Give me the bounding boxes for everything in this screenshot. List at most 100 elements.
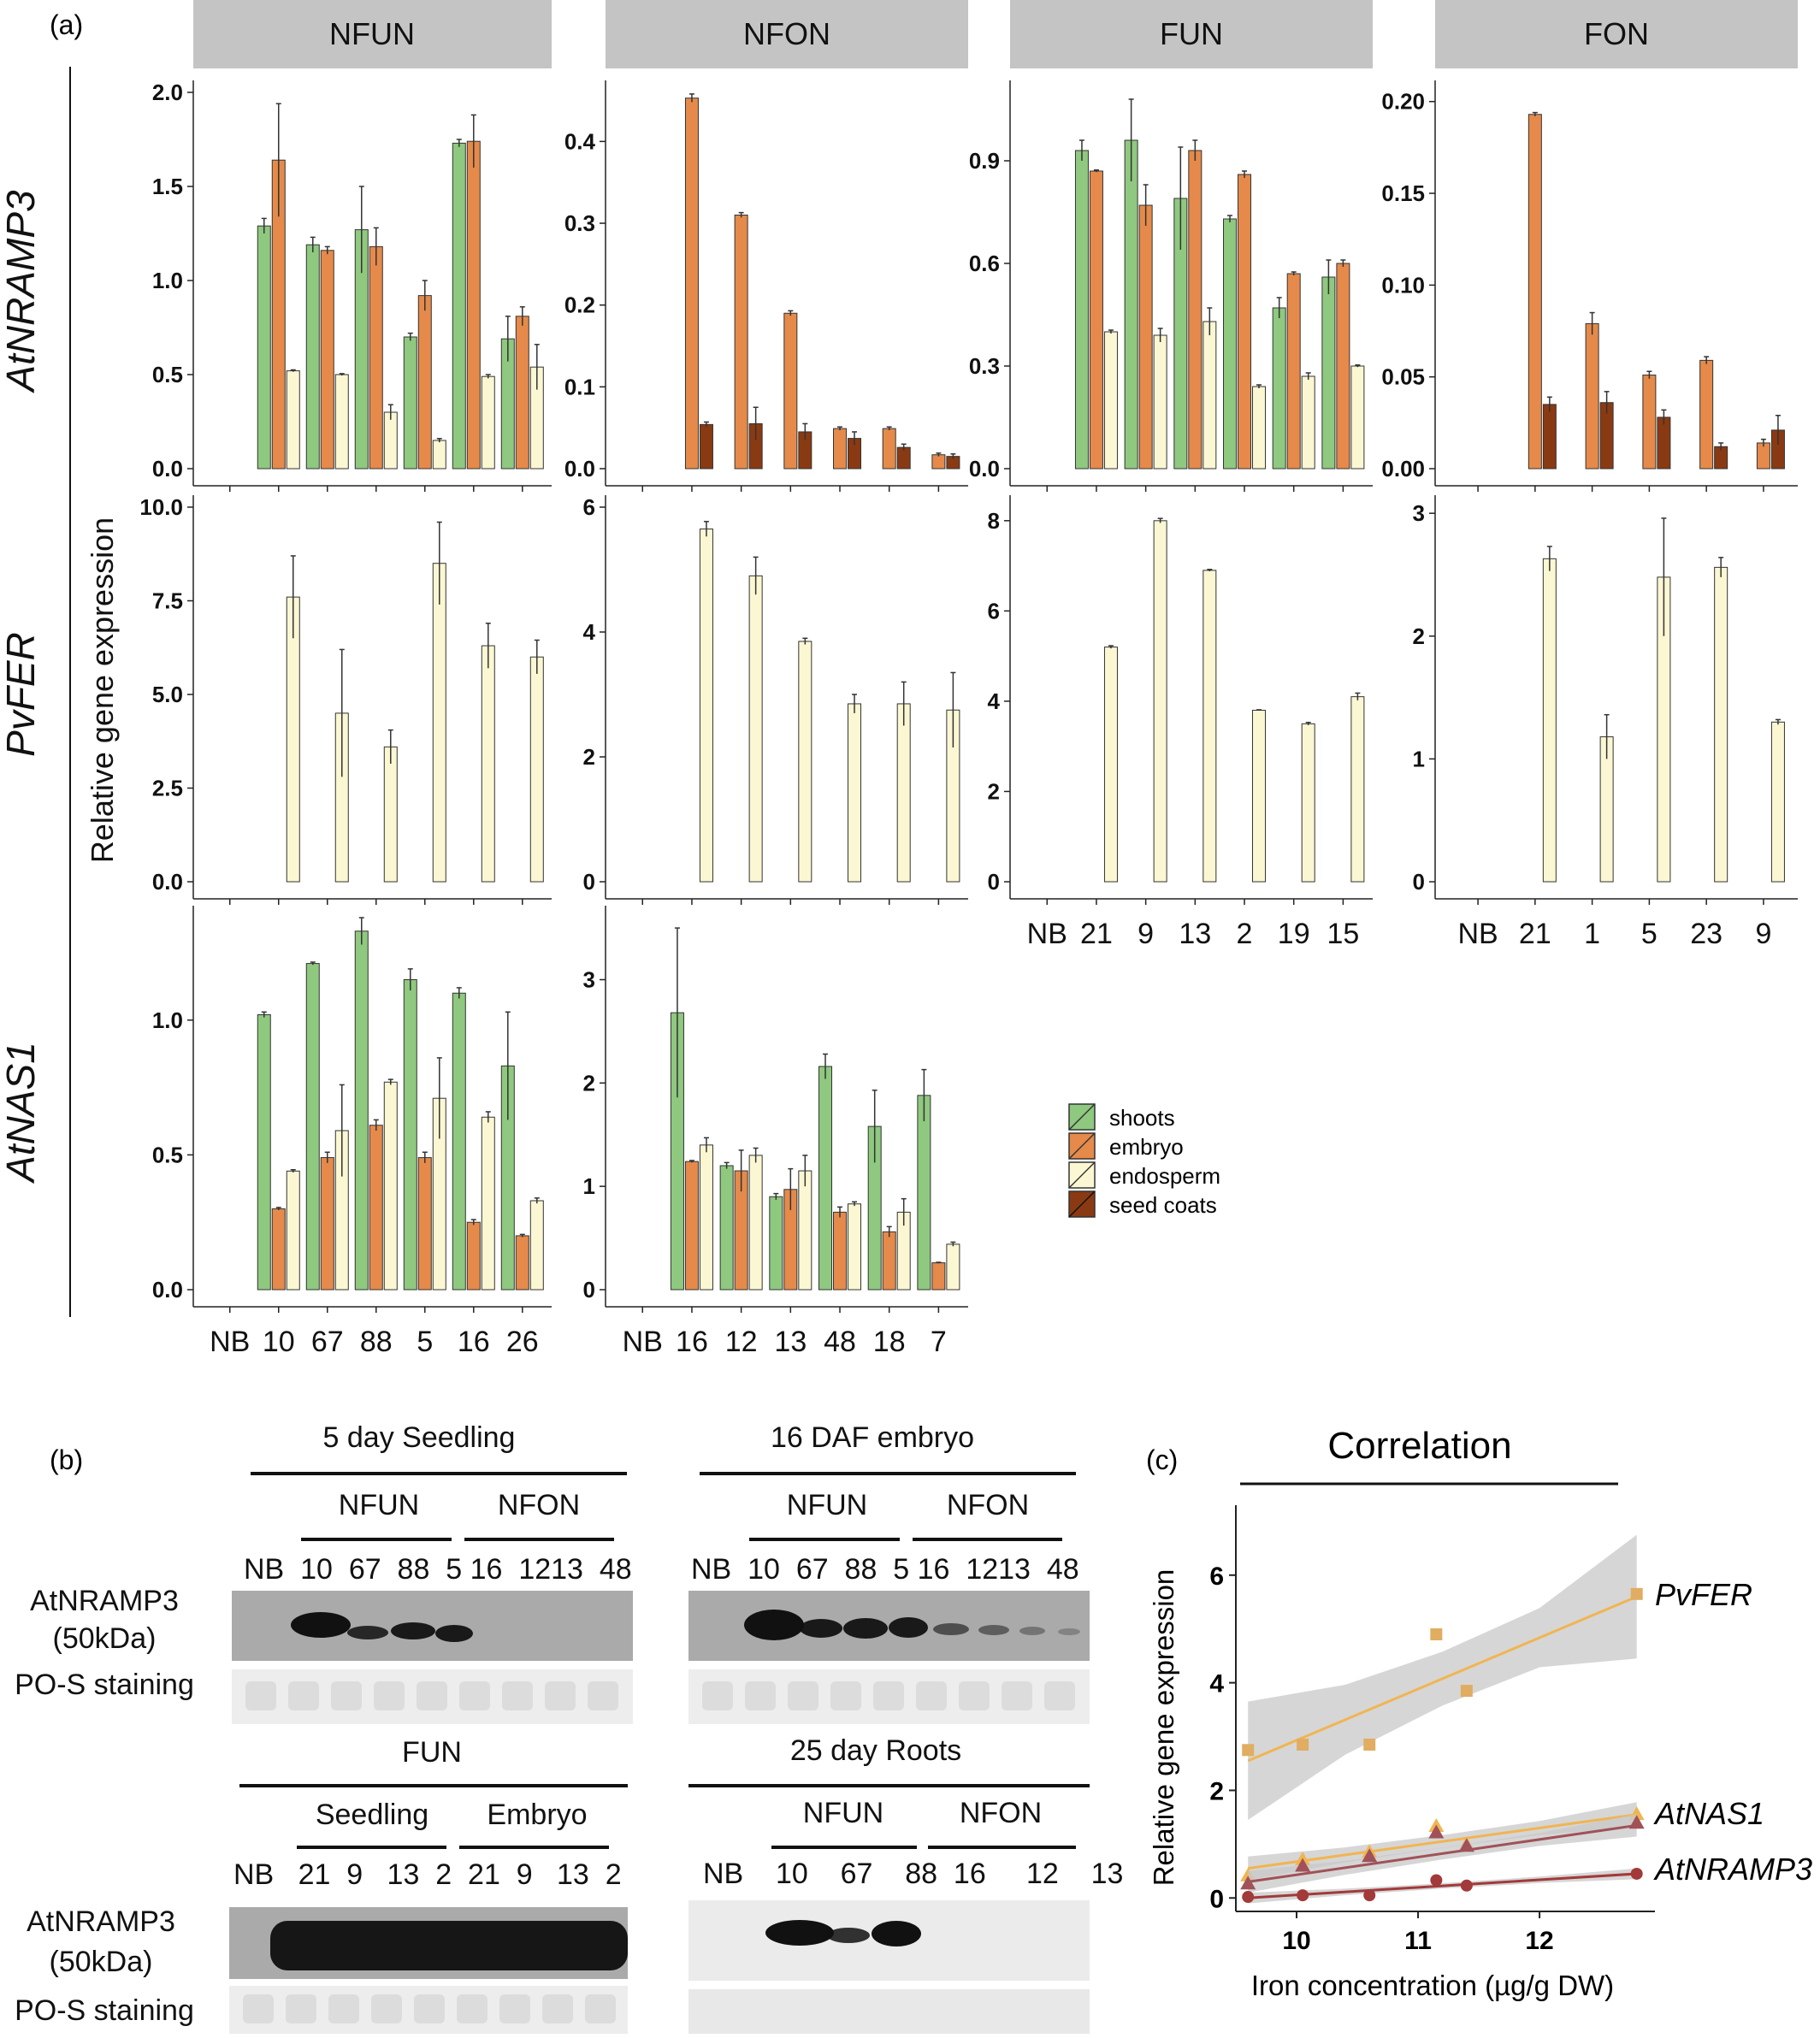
protein-band — [933, 1623, 969, 1635]
bar-embryo — [1089, 170, 1103, 470]
data-point — [1460, 1685, 1473, 1698]
bar-shoots — [1074, 150, 1089, 470]
y-tick-label: 6 — [988, 598, 1000, 623]
bar-endosperm — [748, 575, 763, 883]
ponceau-lane — [331, 1681, 362, 1710]
blot-title: 5 day Seedling — [323, 1421, 516, 1454]
bar-embryo — [1138, 204, 1153, 470]
bar-embryo — [369, 1125, 383, 1291]
data-point — [1430, 1627, 1443, 1640]
bar-endosperm — [1301, 723, 1315, 883]
bar-endosperm — [286, 370, 300, 470]
series-atnramp3 — [1242, 1867, 1643, 1904]
protein-band — [744, 1610, 804, 1640]
y-tick-label: 0.00 — [1381, 456, 1425, 481]
y-tick-label: 0.1 — [564, 374, 595, 399]
fit-line — [1247, 1595, 1638, 1763]
facet-grid: 0.00.51.01.52.00.00.10.20.30.40.00.30.60… — [139, 80, 1798, 1358]
bar-endosperm — [432, 563, 446, 883]
y-tick-label: 2.0 — [152, 80, 183, 105]
x-tick-label: 1 — [1584, 918, 1600, 950]
x-tick-label: 23 — [1690, 918, 1722, 950]
ponceau-lane — [1002, 1681, 1032, 1710]
y-tick-label: 2 — [1413, 623, 1425, 649]
ponceau-lane — [502, 1681, 533, 1710]
ponceau-lane — [417, 1681, 447, 1710]
protein-band — [872, 1921, 921, 1946]
bar-endosperm — [1202, 321, 1217, 470]
x-tick-label: 2 — [1237, 918, 1253, 950]
ponceau-lane — [873, 1681, 904, 1710]
bar-shoots — [818, 1066, 833, 1291]
bar-endosperm — [748, 1155, 763, 1291]
blot-fun: FUN Seedling Embryo NB 21 9 13 2 21 9 13… — [15, 1736, 628, 2034]
blot-group-label: NFON — [498, 1489, 580, 1521]
protein-band — [1019, 1627, 1045, 1635]
x-tick-label: 16 — [458, 1326, 490, 1358]
bar-endosperm — [383, 1081, 398, 1291]
bar-embryo — [320, 1157, 334, 1291]
x-tick-label: 11 — [1404, 1927, 1432, 1955]
svg-text:FUN: FUN — [1160, 16, 1223, 51]
bar-shoots — [769, 1196, 783, 1291]
bar-endosperm — [1153, 334, 1167, 470]
bar-embryo — [1336, 263, 1350, 470]
ponceau-lane — [414, 1994, 445, 2023]
bar-endosperm — [383, 411, 398, 470]
blot-bands — [243, 1610, 1080, 2023]
ponceau-lane — [1044, 1681, 1075, 1710]
gene-label-atnramp3: AtNRAMP3 — [0, 190, 43, 394]
facet-atnramp3-nfon: 0.0 0.1 0.2 0.3 0.4 — [564, 80, 968, 492]
y-tick-label: 0.0 — [152, 869, 183, 895]
bar-shoots — [403, 336, 417, 470]
ponceau-lane — [374, 1681, 405, 1710]
bar-endosperm — [1153, 520, 1167, 883]
legend: shoots embryo endosperm seed coats — [1068, 1103, 1220, 1218]
x-tick-label: 26 — [506, 1326, 539, 1358]
y-tick-label: 6 — [1209, 1562, 1224, 1591]
data-point — [1428, 1824, 1445, 1839]
blot-group-label: Seedling — [316, 1799, 428, 1831]
gene-label-atnas1: AtNAS1 — [0, 1042, 43, 1184]
data-point — [1628, 1815, 1645, 1829]
x-tick-label: 48 — [824, 1326, 856, 1358]
svg-text:NFUN: NFUN — [329, 16, 415, 51]
bar-embryo — [833, 428, 848, 470]
blot-16daf-embryo: 16 DAF embryo NFUN NFON NB 10 67 88 5 16… — [688, 1421, 1090, 1724]
blot-lane-labels: NB 10 67 88 5 16 1213 48 — [244, 1553, 632, 1586]
y-tick-label: 0.0 — [969, 456, 1000, 481]
strip-fon: FON — [1435, 0, 1798, 68]
x-tick-label: 7 — [931, 1326, 947, 1358]
series-atnas1 — [1240, 1814, 1645, 1893]
y-tick-label: 0 — [988, 869, 1000, 895]
blot-group-label: NFON — [960, 1797, 1042, 1829]
bar-endosperm — [286, 596, 300, 883]
y-tick-label: 0.9 — [969, 148, 1000, 174]
y-tick-label: 6 — [583, 494, 595, 520]
bar-embryo — [1528, 114, 1542, 470]
y-tick-label: 0.3 — [564, 210, 595, 236]
ponceau-lane — [245, 1681, 276, 1710]
bar-embryo — [271, 1208, 286, 1291]
bar-endosperm — [699, 1144, 713, 1291]
bar-shoots — [257, 225, 271, 470]
bar-embryo — [882, 1231, 896, 1291]
data-point — [1295, 1858, 1311, 1872]
blot-lane-labels: NB 10 67 88 5 16 1213 48 — [691, 1553, 1079, 1586]
bar-embryo — [466, 140, 481, 470]
ponceau-lane — [542, 1994, 573, 2023]
x-tick-label: 18 — [873, 1326, 906, 1358]
facet-atnas1-nfun: 0.0 0.5 1.0 NB 10 67 88 5 16 26 — [152, 906, 552, 1358]
ponceau-lane — [288, 1681, 319, 1710]
facet-pvfer-nfun: 0.0 2.5 5.0 7.5 10.0 — [139, 494, 552, 905]
blot-group-label: Embryo — [487, 1799, 587, 1831]
ponceau-lane — [959, 1681, 990, 1710]
blot-row-label: AtNRAMP3 — [30, 1585, 179, 1617]
bar-embryo — [417, 1157, 432, 1291]
bar-embryo — [931, 1262, 946, 1291]
svg-text:embryo: embryo — [1109, 1134, 1184, 1160]
bar-endosperm — [1714, 566, 1728, 883]
bar-shoots — [305, 244, 320, 470]
